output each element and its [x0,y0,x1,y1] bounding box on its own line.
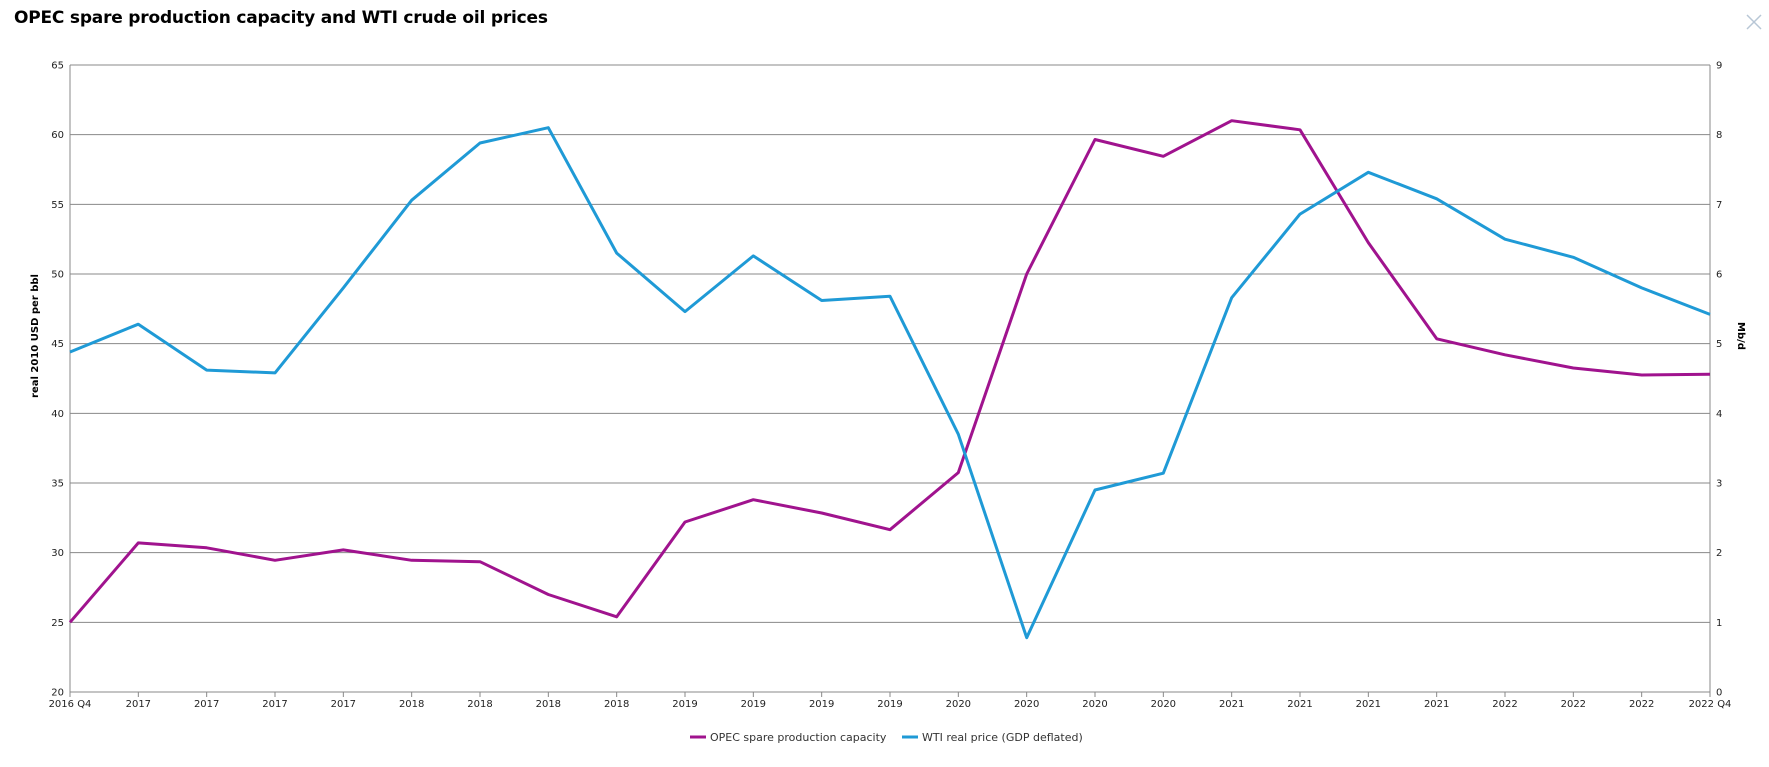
left-axis-ticks: 20 25 30 35 40 45 50 55 60 65 [51,61,64,699]
x-axis-ticks: 2016 Q4 2017 2017 2017 2017 2018 2018 2018 2018 2… [49,692,1732,710]
x-tick-label: 2018 [604,699,629,710]
legend: OPEC spare production capacity WTI real … [690,731,1083,744]
left-tick-label: 40 [51,409,64,420]
x-tick-label: 2022 [1561,699,1586,710]
right-tick-label: 4 [1716,409,1722,420]
y-axis-left-label: real 2010 USD per bbl [30,274,41,398]
left-tick-label: 30 [51,548,64,559]
y-axis-right-label: Mb/d [1735,322,1746,350]
legend-label-wti: WTI real price (GDP deflated) [922,731,1083,744]
x-tick-label: 2020 [946,699,971,710]
x-tick-label: 2019 [809,699,834,710]
x-tick-label: 2021 [1356,699,1381,710]
left-tick-label: 45 [51,339,64,350]
x-tick-label: 2020 [1082,699,1107,710]
right-axis-ticks: 0 1 2 3 4 5 6 7 8 9 [1716,61,1722,699]
x-tick-label: 2019 [877,699,902,710]
left-tick-label: 50 [51,270,64,281]
right-tick-label: 6 [1716,270,1722,281]
x-tick-label: 2020 [1014,699,1039,710]
x-tick-label: 2022 [1629,699,1654,710]
chart-title: OPEC spare production capacity and WTI c… [14,8,548,28]
grid-lines [69,64,1711,693]
right-tick-label: 9 [1716,61,1722,72]
x-tick-label: 2022 Q4 [1689,699,1732,710]
left-tick-label: 25 [51,618,64,629]
x-tick-label: 2016 Q4 [49,699,92,710]
right-tick-label: 1 [1716,618,1722,629]
x-tick-label: 2018 [399,699,424,710]
right-tick-label: 3 [1716,479,1722,490]
x-tick-label: 2021 [1287,699,1312,710]
x-tick-label: 2020 [1151,699,1176,710]
x-tick-label: 2019 [741,699,766,710]
left-tick-label: 55 [51,200,64,211]
right-tick-label: 8 [1716,130,1722,141]
x-tick-label: 2018 [536,699,561,710]
left-tick-label: 60 [51,130,64,141]
x-tick-label: 2017 [126,699,151,710]
x-tick-label: 2022 [1492,699,1517,710]
legend-label-opec: OPEC spare production capacity [710,731,887,744]
series-lines [68,119,1711,640]
x-tick-label: 2017 [194,699,219,710]
x-tick-label: 2019 [672,699,697,710]
close-icon[interactable] [1744,12,1764,32]
right-tick-label: 2 [1716,548,1722,559]
x-tick-label: 2021 [1424,699,1449,710]
left-tick-label: 35 [51,479,64,490]
x-tick-label: 2017 [262,699,287,710]
right-tick-label: 7 [1716,200,1722,211]
x-tick-label: 2017 [331,699,356,710]
right-tick-label: 5 [1716,339,1722,350]
series-line-opec-spare-capacity [68,119,1711,624]
left-tick-label: 20 [51,688,64,699]
left-tick-label: 65 [51,61,64,72]
right-tick-label: 0 [1716,688,1722,699]
x-tick-label: 2021 [1219,699,1244,710]
x-tick-label: 2018 [467,699,492,710]
